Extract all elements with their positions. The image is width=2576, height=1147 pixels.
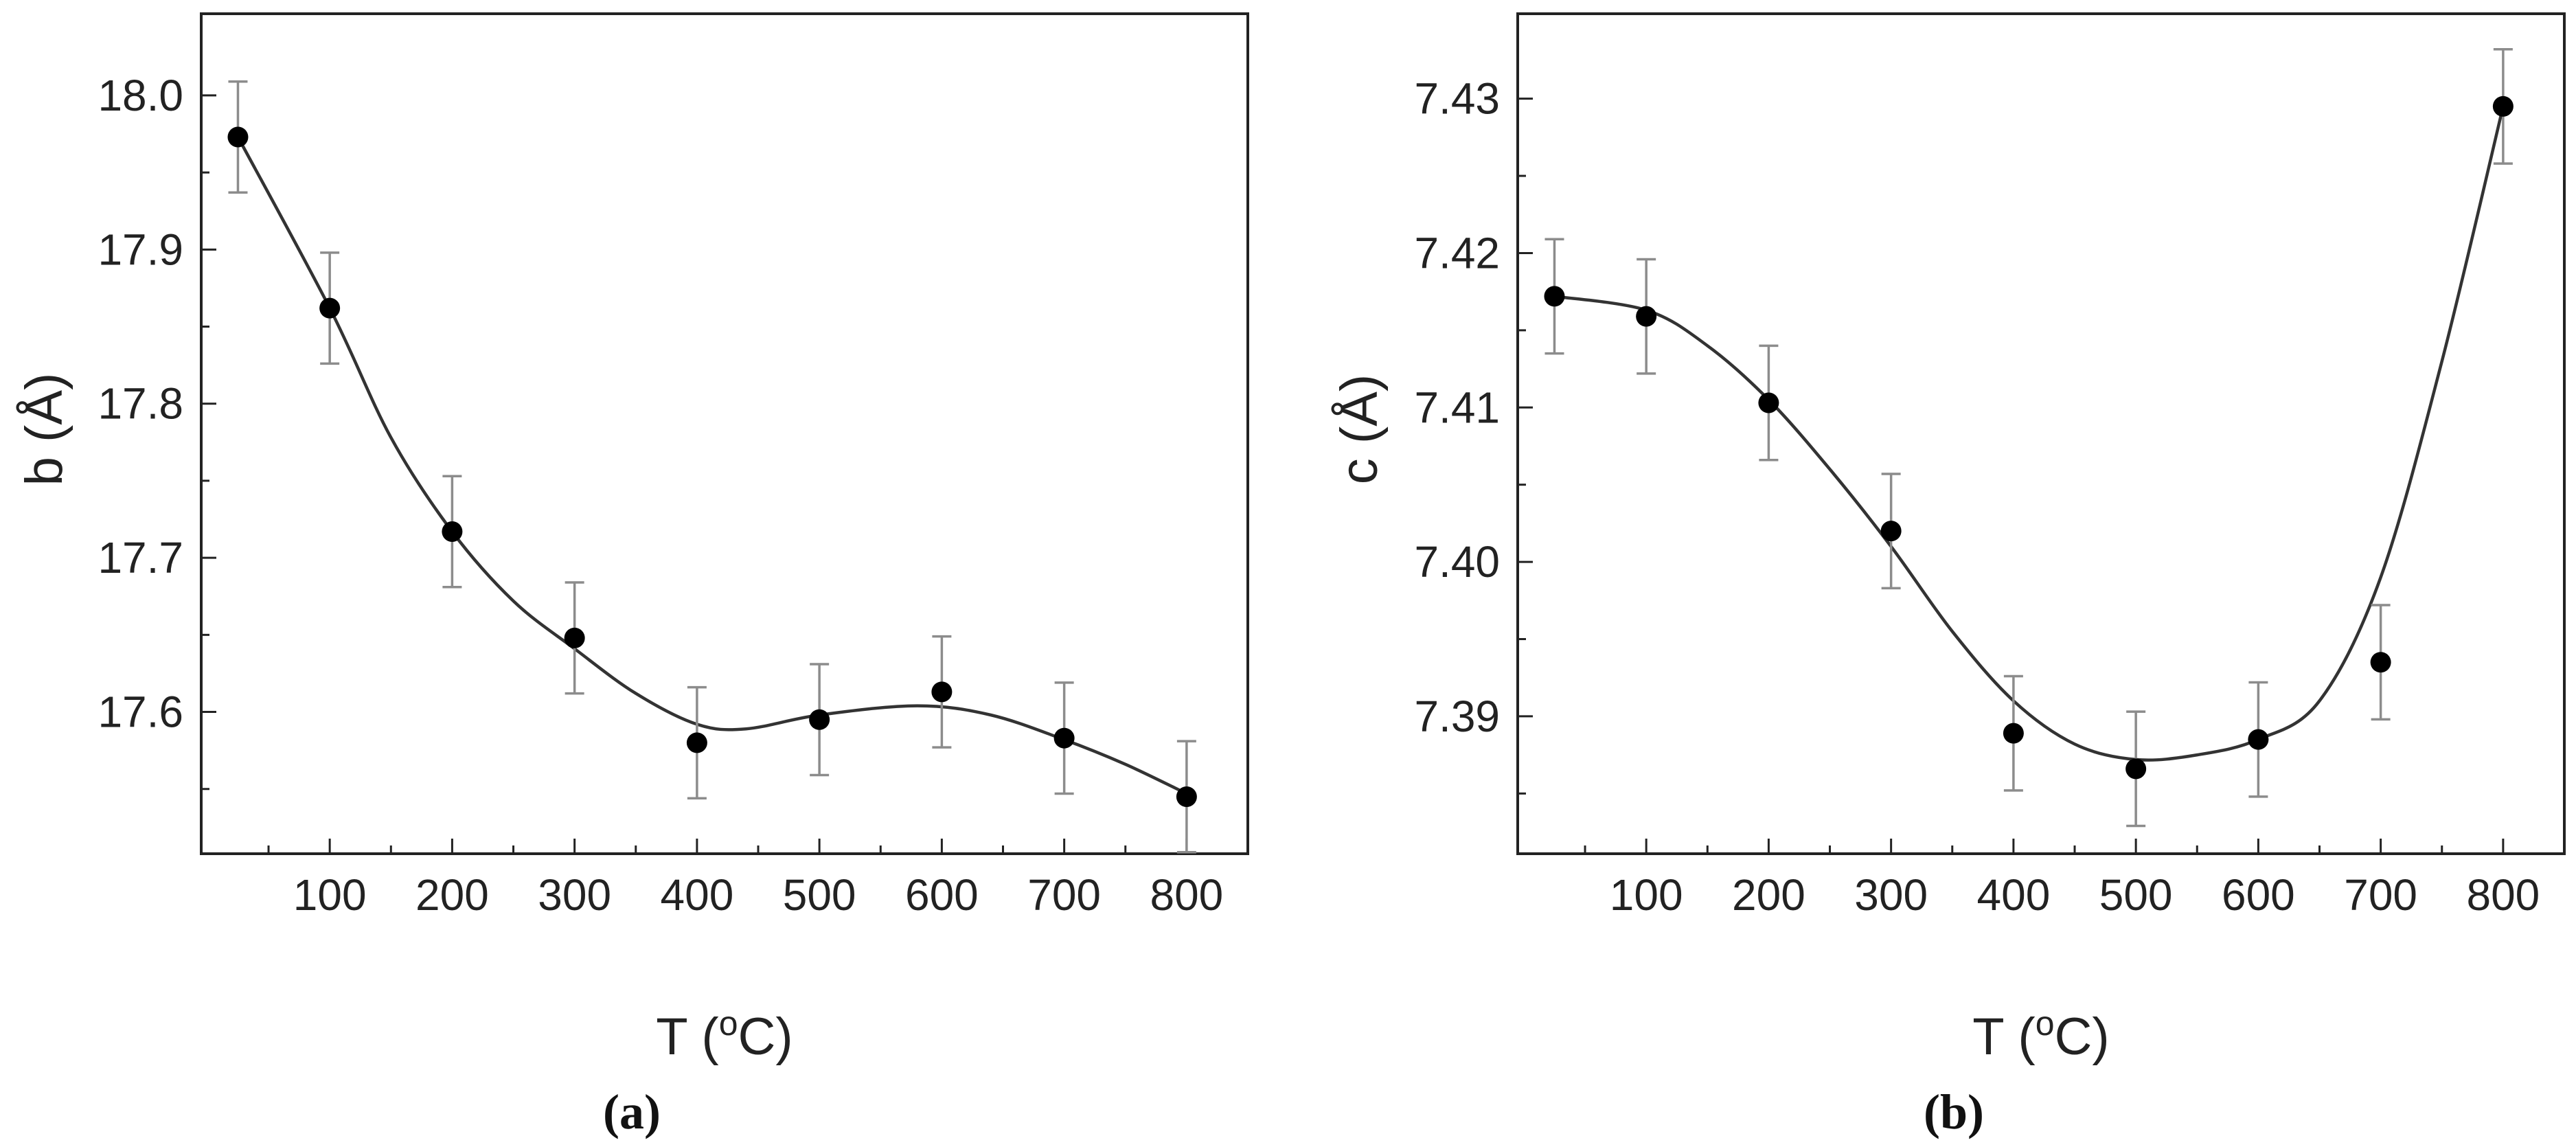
x-axis-title-a-end: C) [738,1008,793,1066]
y-axis-title-a: b (Å) [15,373,73,486]
x-tick-label-a: 800 [1150,870,1223,920]
panel-label-a: (a) [603,1084,661,1139]
data-point-a [227,126,249,148]
y-tick-label-b: 7.40 [1414,537,1500,587]
data-point-b [2248,729,2269,750]
data-point-b [1636,306,1657,327]
data-point-b [2492,95,2514,117]
y-tick-label-b: 7.39 [1414,692,1500,741]
data-point-a [319,297,341,319]
x-tick-label-a: 700 [1027,870,1101,920]
x-axis-title-a: T (oC) [656,1004,793,1066]
data-point-a [931,681,953,703]
fit-curve-b [1554,106,2505,762]
data-point-a [564,627,585,648]
y-axis-title-b: c (Å) [1330,374,1389,484]
plot-area-b: 100 200 300 400 500 600 700 800 7.39 7.40 7.41 7.42… [1414,12,2566,920]
x-tick-label-a: 200 [415,870,489,920]
data-point-b [1544,286,1565,307]
y-tick-label-b: 7.42 [1414,228,1500,277]
data-point-a [809,709,830,730]
chart-panel-b: 100 200 300 400 500 600 700 800 7.39 7.40 7.41 7.42… [1330,12,2566,1139]
chart-panel-a: 100 200 300 400 500 600 700 800 17.6 17.7 17.8 17.9… [15,12,1249,1139]
x-tick-label-a: 100 [293,870,367,920]
x-axis-title-b-main: T ( [1972,1008,2035,1066]
axes-frame-a [200,12,1249,855]
x-tick-label-a: 400 [661,870,734,920]
y-tick-label-b: 7.41 [1414,383,1500,432]
y-tick-label-a: 17.9 [98,225,183,274]
y-tick-label-a: 17.7 [98,533,183,582]
x-tick-label-b: 400 [1977,870,2051,920]
x-tick-label-b: 200 [1732,870,1805,920]
data-point-b [1880,521,1902,542]
x-tick-label-b: 600 [2222,870,2295,920]
data-point-b [2370,652,2391,673]
x-axis-title-b: T (oC) [1972,1004,2110,1066]
x-axis-title-b-sup: o [2036,1004,2055,1043]
x-axis-title-a-sup: o [719,1004,738,1043]
plot-area-a: 100 200 300 400 500 600 700 800 17.6 17.7 17.8 17.9… [98,12,1249,920]
x-tick-label-b: 100 [1610,870,1683,920]
x-axis-title-b-end: C) [2055,1008,2110,1066]
axes-frame-b [1516,12,2566,855]
panel-label-b: (b) [1924,1084,1984,1139]
x-tick-label-a: 300 [538,870,611,920]
x-tick-label-b: 700 [2344,870,2417,920]
x-tick-label-a: 600 [905,870,979,920]
data-point-b [1758,392,1779,413]
data-point-b [2125,758,2147,780]
x-tick-label-b: 500 [2099,870,2173,920]
data-point-a [1053,727,1075,749]
data-point-a [1176,786,1197,807]
y-tick-label-a: 18.0 [98,71,183,120]
data-point-a [686,732,707,753]
data-point-b [2003,723,2024,744]
y-tick-label-b: 7.43 [1414,74,1500,124]
data-point-a [442,521,463,542]
x-axis-title-a-main: T ( [656,1008,718,1066]
x-tick-label-b: 800 [2466,870,2540,920]
x-tick-label-a: 500 [783,870,856,920]
y-tick-label-a: 17.8 [98,379,183,429]
fit-curve-a [236,136,1187,795]
x-tick-label-b: 300 [1854,870,1928,920]
y-tick-label-a: 17.6 [98,688,183,737]
